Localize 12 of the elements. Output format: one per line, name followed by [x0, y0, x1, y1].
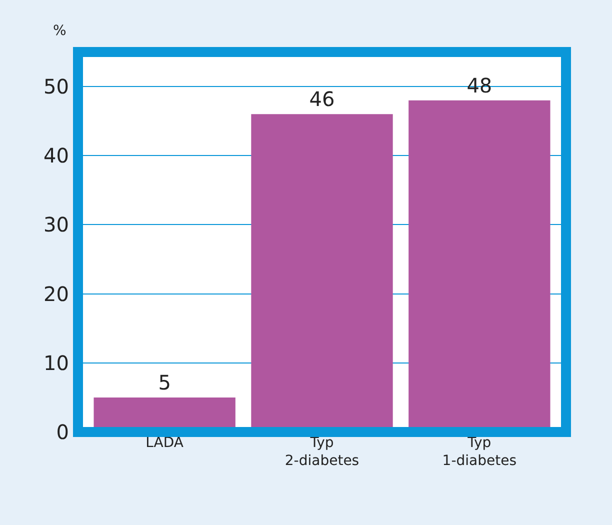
y-tick-label: 10 — [44, 350, 69, 375]
x-tick-label: Typ 1-diabetes — [442, 435, 517, 470]
y-axis-title: % — [53, 23, 66, 39]
y-tick-label: 20 — [44, 282, 69, 306]
data-label: 5 — [158, 370, 171, 394]
x-tick-label: LADA — [146, 435, 184, 451]
y-tick-label: 30 — [44, 212, 69, 237]
x-tick-label: Typ 2-diabetes — [284, 435, 360, 470]
data-label: 46 — [309, 87, 335, 112]
y-tick-label: 50 — [44, 74, 69, 99]
y-tick-label: 0 — [56, 420, 69, 444]
y-tick-label: 40 — [44, 144, 69, 168]
